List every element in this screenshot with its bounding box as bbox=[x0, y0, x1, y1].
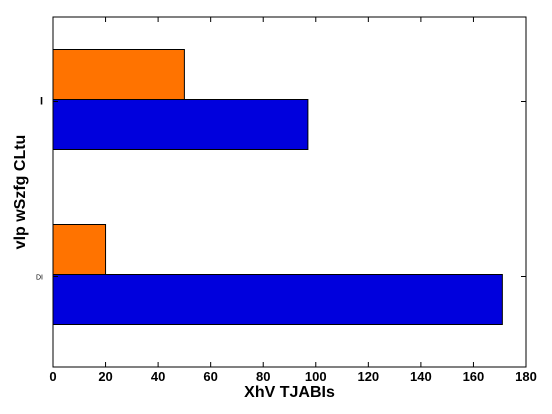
x-tick-label: 0 bbox=[49, 369, 56, 384]
x-tick-label: 100 bbox=[305, 369, 327, 384]
x-tick-label: 120 bbox=[357, 369, 379, 384]
y-category-label: I bbox=[40, 96, 43, 108]
y-axis-title: vlp wSzfg CLtu bbox=[12, 135, 29, 250]
x-axis-ticks: 0 20 40 60 80 100 120 140 160 180 bbox=[49, 17, 537, 384]
bars-group bbox=[52, 49, 503, 325]
x-tick-label: 20 bbox=[98, 369, 112, 384]
bar-0-1 bbox=[52, 99, 309, 150]
bar-0-0 bbox=[52, 274, 503, 325]
x-tick-label: 160 bbox=[463, 369, 485, 384]
y-category-label: DI bbox=[36, 275, 43, 282]
x-tick-label: 180 bbox=[515, 369, 537, 384]
x-tick-label: 60 bbox=[203, 369, 217, 384]
y-axis-ticks: DI I bbox=[36, 96, 526, 282]
x-tick-label: 140 bbox=[410, 369, 432, 384]
bar-1-1 bbox=[52, 49, 185, 100]
x-axis-title: XhV TJABIs bbox=[244, 384, 335, 401]
x-tick-label: 80 bbox=[256, 369, 270, 384]
plot-frame bbox=[52, 16, 527, 368]
bar-1-0 bbox=[52, 224, 107, 275]
x-tick-label: 40 bbox=[151, 369, 165, 384]
